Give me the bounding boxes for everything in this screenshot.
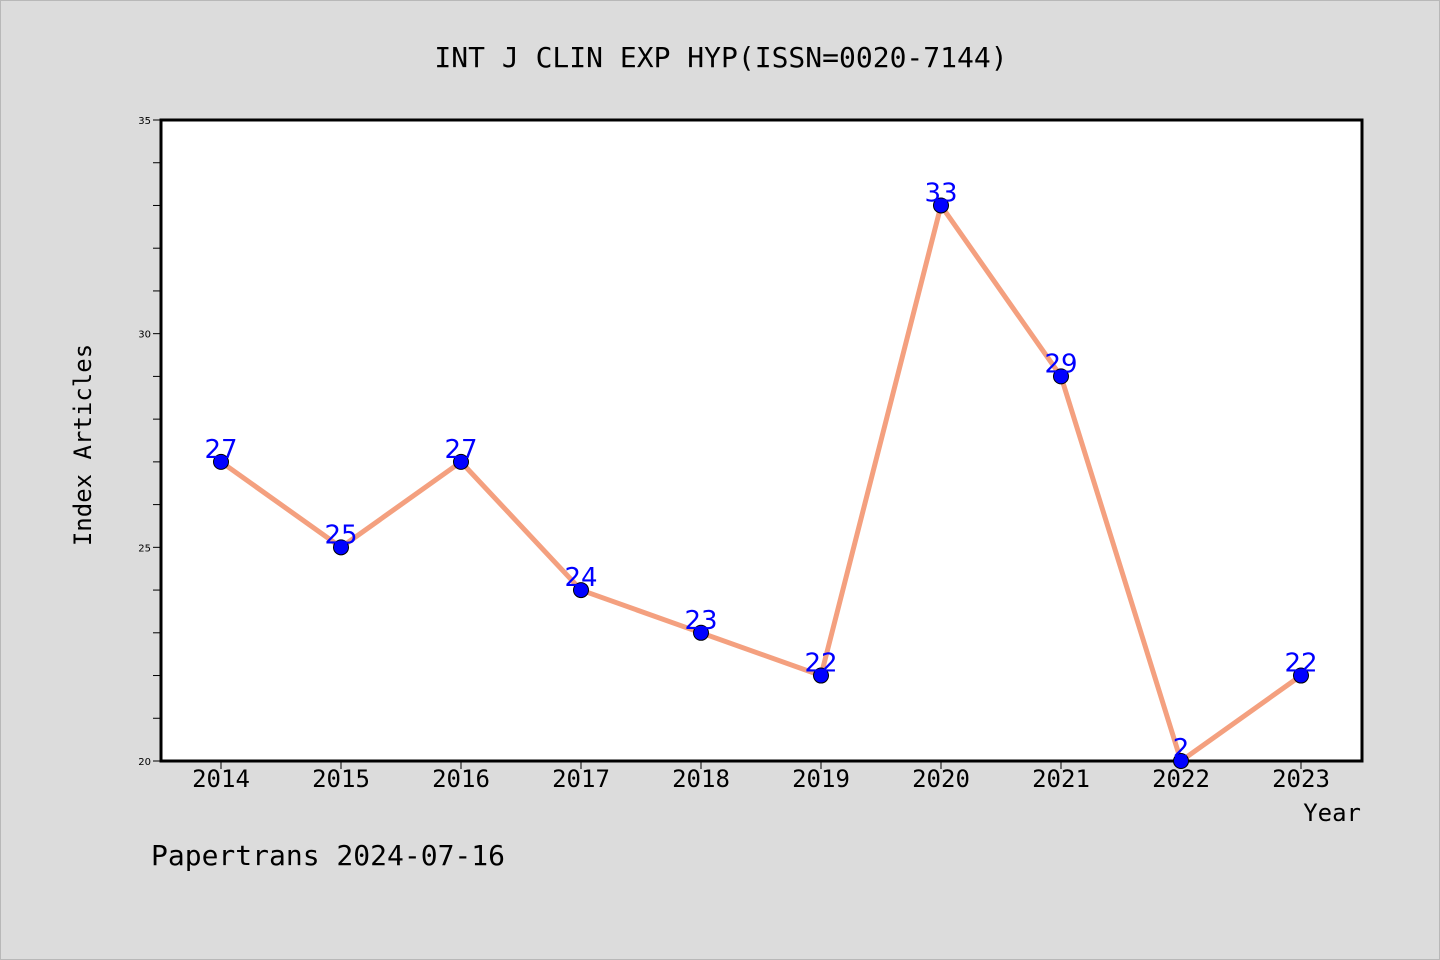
data-label: 27 [204,435,237,465]
data-point-marker [213,453,229,470]
x-tick-label: 2022 [1152,765,1210,793]
data-label: 25 [324,520,357,550]
data-label: 24 [564,563,597,593]
data-label: 2 [1173,734,1190,764]
y-tick-label: 20 [138,757,151,768]
x-tick-label: 2014 [192,765,250,793]
x-tick-label: 2021 [1032,765,1090,793]
series-line [218,202,1304,764]
x-tick-label: 2015 [312,765,370,793]
x-tick-label: 2018 [672,765,730,793]
data-point-marker [573,582,589,599]
x-tick-label: 2019 [792,765,850,793]
data-point-marker [933,197,949,214]
data-point-marker [1173,753,1189,769]
data-point-marker [693,624,709,641]
y-tick-label: 30 [138,330,151,341]
data-label: 22 [1284,649,1317,679]
data-label: 22 [804,649,837,679]
data-point-marker [1053,368,1069,385]
y-tick-label: 25 [138,543,151,554]
y-axis: 20 25 30 35 [138,116,161,768]
y-axis-label: Index Articles [69,344,97,546]
plot-area [159,118,1364,763]
data-point-marker [1293,667,1309,684]
data-label: 29 [1044,349,1077,379]
x-tick-label: 2016 [432,765,490,793]
data-point-marker [453,453,469,470]
chart-title: INT J CLIN EXP HYP(ISSN=0020-7144) [434,41,1007,74]
data-label: 33 [924,178,957,208]
x-axis-label: Year [1303,799,1361,827]
footer-credit: Papertrans 2024-07-16 [151,839,505,872]
data-point-marker [333,539,349,556]
markers-group [213,197,1309,769]
y-tick-label: 35 [138,116,151,127]
data-point-marker [813,667,829,684]
x-tick-label: 2020 [912,765,970,793]
series-line-group [218,202,1304,764]
data-label: 27 [444,435,477,465]
x-tick-label: 2017 [552,765,610,793]
data-label: 23 [684,606,717,636]
x-tick-label: 2023 [1272,765,1330,793]
x-axis: 2014 2015 2016 2017 2018 2019 2020 2021 2022 2023 [192,761,1330,793]
